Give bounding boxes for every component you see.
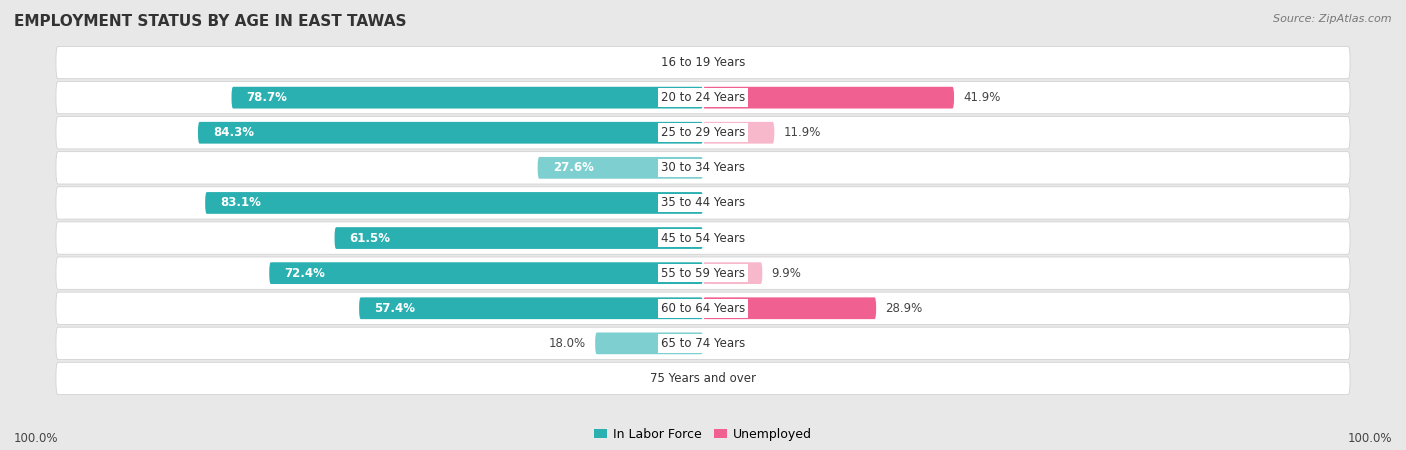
Text: 75 Years and over: 75 Years and over xyxy=(650,372,756,385)
Text: 0.0%: 0.0% xyxy=(716,372,745,385)
FancyBboxPatch shape xyxy=(56,222,1350,254)
Text: 18.0%: 18.0% xyxy=(550,337,586,350)
Text: 30 to 34 Years: 30 to 34 Years xyxy=(661,162,745,174)
FancyBboxPatch shape xyxy=(232,87,703,108)
FancyBboxPatch shape xyxy=(56,187,1350,219)
FancyBboxPatch shape xyxy=(56,152,1350,184)
Text: 0.0%: 0.0% xyxy=(661,56,690,69)
Text: 35 to 44 Years: 35 to 44 Years xyxy=(661,197,745,209)
FancyBboxPatch shape xyxy=(56,327,1350,360)
FancyBboxPatch shape xyxy=(537,157,703,179)
Text: 72.4%: 72.4% xyxy=(284,267,325,279)
FancyBboxPatch shape xyxy=(56,292,1350,324)
Legend: In Labor Force, Unemployed: In Labor Force, Unemployed xyxy=(589,423,817,446)
FancyBboxPatch shape xyxy=(270,262,703,284)
FancyBboxPatch shape xyxy=(56,257,1350,289)
FancyBboxPatch shape xyxy=(56,81,1350,114)
FancyBboxPatch shape xyxy=(703,122,775,144)
Text: 0.0%: 0.0% xyxy=(716,197,745,209)
Text: 28.9%: 28.9% xyxy=(886,302,922,315)
FancyBboxPatch shape xyxy=(205,192,703,214)
Text: 61.5%: 61.5% xyxy=(350,232,391,244)
FancyBboxPatch shape xyxy=(595,333,703,354)
FancyBboxPatch shape xyxy=(703,262,762,284)
Text: 9.9%: 9.9% xyxy=(772,267,801,279)
Text: EMPLOYMENT STATUS BY AGE IN EAST TAWAS: EMPLOYMENT STATUS BY AGE IN EAST TAWAS xyxy=(14,14,406,28)
FancyBboxPatch shape xyxy=(56,117,1350,149)
Text: 41.9%: 41.9% xyxy=(963,91,1001,104)
Text: 0.0%: 0.0% xyxy=(716,232,745,244)
Text: 60 to 64 Years: 60 to 64 Years xyxy=(661,302,745,315)
Text: 84.3%: 84.3% xyxy=(212,126,254,139)
Text: 55 to 59 Years: 55 to 59 Years xyxy=(661,267,745,279)
FancyBboxPatch shape xyxy=(335,227,703,249)
Text: 83.1%: 83.1% xyxy=(221,197,262,209)
FancyBboxPatch shape xyxy=(198,122,703,144)
FancyBboxPatch shape xyxy=(359,297,703,319)
Text: 27.6%: 27.6% xyxy=(553,162,593,174)
Text: 78.7%: 78.7% xyxy=(246,91,287,104)
FancyBboxPatch shape xyxy=(56,46,1350,79)
Text: Source: ZipAtlas.com: Source: ZipAtlas.com xyxy=(1274,14,1392,23)
Text: 65 to 74 Years: 65 to 74 Years xyxy=(661,337,745,350)
Text: 57.4%: 57.4% xyxy=(374,302,415,315)
Text: 25 to 29 Years: 25 to 29 Years xyxy=(661,126,745,139)
Text: 11.9%: 11.9% xyxy=(783,126,821,139)
FancyBboxPatch shape xyxy=(703,297,876,319)
Text: 0.0%: 0.0% xyxy=(661,372,690,385)
Text: 100.0%: 100.0% xyxy=(14,432,59,445)
FancyBboxPatch shape xyxy=(703,87,955,108)
Text: 100.0%: 100.0% xyxy=(1347,432,1392,445)
Text: 0.0%: 0.0% xyxy=(716,337,745,350)
Text: 20 to 24 Years: 20 to 24 Years xyxy=(661,91,745,104)
Text: 0.0%: 0.0% xyxy=(716,56,745,69)
Text: 45 to 54 Years: 45 to 54 Years xyxy=(661,232,745,244)
Text: 0.0%: 0.0% xyxy=(716,162,745,174)
FancyBboxPatch shape xyxy=(56,362,1350,395)
Text: 16 to 19 Years: 16 to 19 Years xyxy=(661,56,745,69)
